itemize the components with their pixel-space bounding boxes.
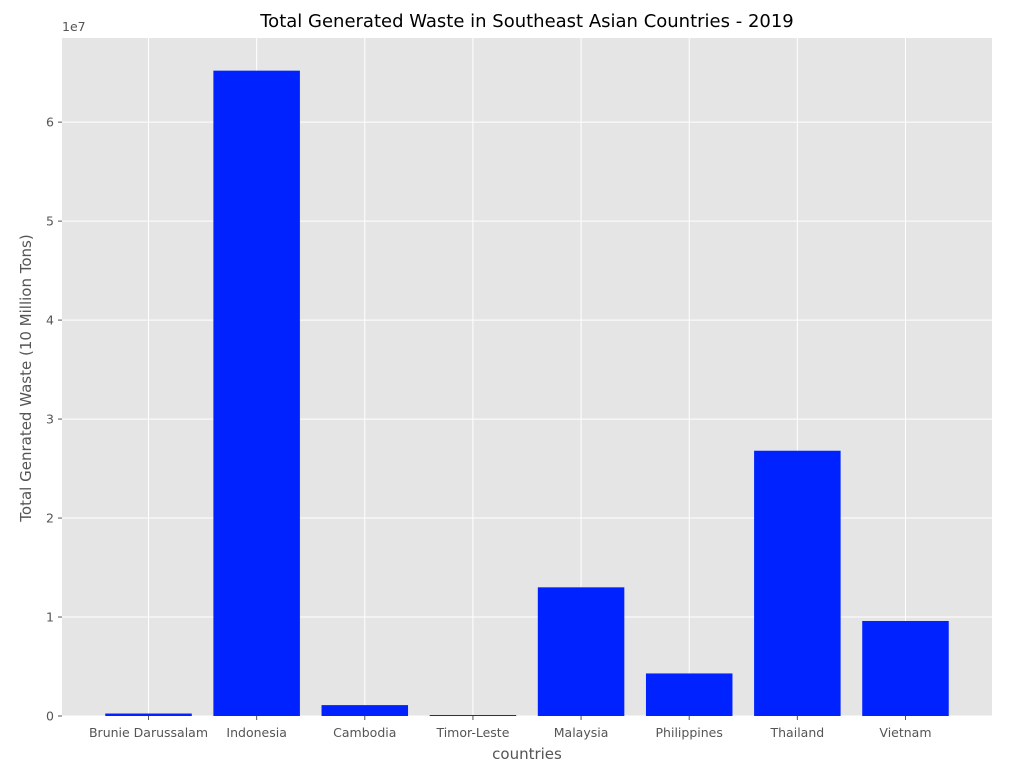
bar-philippines	[645, 673, 733, 716]
y-tick-label: 5	[46, 214, 54, 229]
x-tick-label: Philippines	[656, 725, 723, 740]
x-tick-labels: Brunie Darussalam Indonesia Cambodia Timor-…	[89, 716, 932, 740]
y-tick-label: 1	[46, 610, 54, 625]
x-tick-label: Vietnam	[879, 725, 931, 740]
x-tick-label: Timor-Leste	[435, 725, 509, 740]
bar-vietnam	[862, 620, 949, 716]
y-tick-label: 0	[46, 709, 54, 724]
bar-malaysia	[537, 587, 625, 716]
y-offset-label: 1e7	[62, 19, 86, 34]
bar-timor-leste	[429, 715, 517, 717]
x-axis-label: countries	[492, 745, 562, 763]
bar-indonesia	[213, 70, 300, 716]
x-tick-label: Indonesia	[226, 725, 286, 740]
y-tick-label: 4	[46, 313, 54, 328]
bar-cambodia	[321, 705, 409, 716]
plot-background	[62, 38, 992, 716]
bars-layer	[105, 70, 949, 717]
y-tick-label: 6	[46, 115, 54, 130]
y-tick-labels: 0 1 2 3 4 5 6	[46, 115, 62, 724]
x-tick-label: Thailand	[770, 725, 825, 740]
bar-thailand	[754, 450, 841, 716]
bar-brunie-darussalam	[105, 713, 192, 716]
x-tick-label: Malaysia	[554, 725, 609, 740]
y-axis-label: Total Genrated Waste (10 Million Tons)	[17, 234, 35, 522]
x-tick-label: Cambodia	[333, 725, 396, 740]
y-tick-label: 3	[46, 412, 54, 427]
y-tick-label: 2	[46, 511, 54, 526]
chart-title: Total Generated Waste in Southeast Asian…	[259, 11, 794, 32]
x-tick-label: Brunie Darussalam	[89, 725, 208, 740]
